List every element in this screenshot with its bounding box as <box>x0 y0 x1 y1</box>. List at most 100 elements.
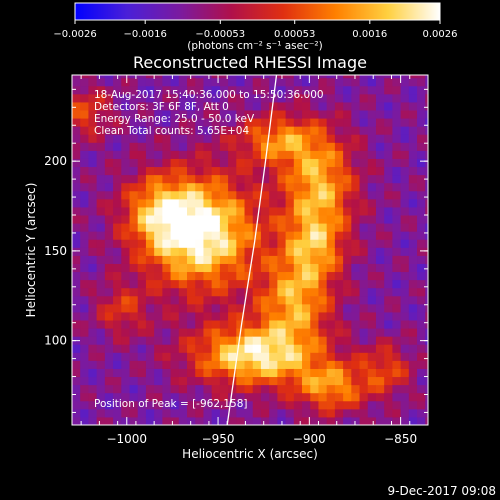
annotation-line: Clean Total counts: 5.65E+04 <box>94 125 249 137</box>
heatmap-cell <box>162 142 172 151</box>
heatmap-cell <box>211 166 221 176</box>
heatmap-cell <box>72 158 81 168</box>
heatmap-cell <box>425 408 428 418</box>
heatmap-cell <box>88 134 98 143</box>
heatmap-cell <box>162 231 172 240</box>
heatmap-cell <box>425 320 428 329</box>
heatmap-cell <box>137 336 147 345</box>
heatmap-cell <box>269 320 278 329</box>
heatmap-cell <box>178 247 188 256</box>
heatmap-cell <box>326 247 336 256</box>
heatmap-cell <box>384 223 393 232</box>
heatmap-cell <box>244 408 254 418</box>
heatmap-cell <box>80 360 89 369</box>
heatmap-cell <box>310 166 319 176</box>
heatmap-cell <box>269 182 278 192</box>
heatmap-cell <box>80 295 89 305</box>
heatmap-cell <box>318 134 328 143</box>
heatmap-cell <box>228 328 237 337</box>
heatmap-cell <box>72 384 81 394</box>
heatmap-cell <box>195 360 204 369</box>
heatmap-cell <box>375 75 385 79</box>
heatmap-cell <box>203 328 213 337</box>
heatmap-cell <box>170 85 180 95</box>
heatmap-cell <box>285 320 295 329</box>
heatmap-cell <box>375 166 385 176</box>
heatmap-cell <box>343 215 352 224</box>
heatmap-cell <box>145 166 155 176</box>
heatmap-cell <box>334 255 344 264</box>
heatmap-cell <box>334 134 344 143</box>
heatmap-cell <box>195 336 204 345</box>
annotation-line: 18-Aug-2017 15:40:36.000 to 15:50:36.000 <box>94 89 324 101</box>
heatmap-cell <box>154 416 163 425</box>
heatmap-cell <box>113 279 122 289</box>
heatmap-cell <box>400 190 410 200</box>
heatmap-cell <box>310 368 319 378</box>
heatmap-cell <box>318 142 328 151</box>
colorbar <box>74 2 441 21</box>
heatmap-cell <box>318 247 328 256</box>
heatmap-cell <box>80 101 89 111</box>
heatmap-cell <box>392 360 402 369</box>
heatmap-cell <box>211 360 221 369</box>
heatmap-cell <box>137 311 147 321</box>
heatmap-cell <box>384 279 393 289</box>
heatmap-cell <box>178 110 188 119</box>
heatmap-cell <box>417 328 426 337</box>
heatmap-cell <box>293 126 303 135</box>
heatmap-cell <box>187 134 196 143</box>
heatmap-cell <box>145 263 155 273</box>
heatmap-cell <box>408 239 418 248</box>
heatmap-cell <box>359 118 369 127</box>
heatmap-cell <box>187 118 196 127</box>
heatmap-cell <box>260 134 270 143</box>
heatmap-cell <box>219 344 229 353</box>
heatmap-cell <box>187 75 196 79</box>
heatmap-cell <box>211 198 221 208</box>
heatmap-cell <box>293 174 303 184</box>
heatmap-cell <box>375 101 385 111</box>
heatmap-cell <box>219 77 229 87</box>
heatmap-cell <box>417 166 426 176</box>
heatmap-cell <box>260 142 270 151</box>
heatmap-cell <box>72 320 81 329</box>
heatmap-cell <box>310 360 319 369</box>
heatmap-cell <box>260 263 270 273</box>
heatmap-cell <box>129 239 139 248</box>
heatmap-cell <box>343 368 352 378</box>
heatmap-cell <box>417 134 426 143</box>
heatmap-cell <box>219 142 229 151</box>
heatmap-cell <box>203 182 213 192</box>
heatmap-cell <box>367 303 377 313</box>
heatmap-cell <box>170 182 180 192</box>
heatmap-cell <box>170 400 180 410</box>
heatmap-cell <box>318 360 328 369</box>
heatmap-cell <box>293 239 303 248</box>
heatmap-cell <box>80 376 89 386</box>
heatmap-cell <box>96 134 106 143</box>
heatmap-cell <box>260 303 270 313</box>
heatmap-cell <box>384 174 393 184</box>
heatmap-cell <box>351 271 361 281</box>
heatmap-cell <box>88 392 98 402</box>
heatmap-cell <box>277 400 287 410</box>
heatmap-cell <box>425 295 428 305</box>
heatmap-cell <box>367 158 377 168</box>
heatmap-cell <box>343 174 352 184</box>
heatmap-cell <box>113 158 122 168</box>
heatmap-cell <box>269 142 278 151</box>
heatmap-cell <box>170 142 180 151</box>
heatmap-cell <box>408 328 418 337</box>
heatmap-cell <box>203 239 213 248</box>
heatmap-cell <box>154 384 163 394</box>
heatmap-cell <box>170 77 180 87</box>
heatmap-cell <box>121 263 131 273</box>
heatmap-cell <box>359 344 369 353</box>
heatmap-cell <box>318 174 328 184</box>
heatmap-cell <box>343 247 352 256</box>
heatmap-cell <box>80 287 89 297</box>
heatmap-cell <box>384 408 393 418</box>
heatmap-cell <box>170 344 180 353</box>
heatmap-cell <box>211 77 221 87</box>
